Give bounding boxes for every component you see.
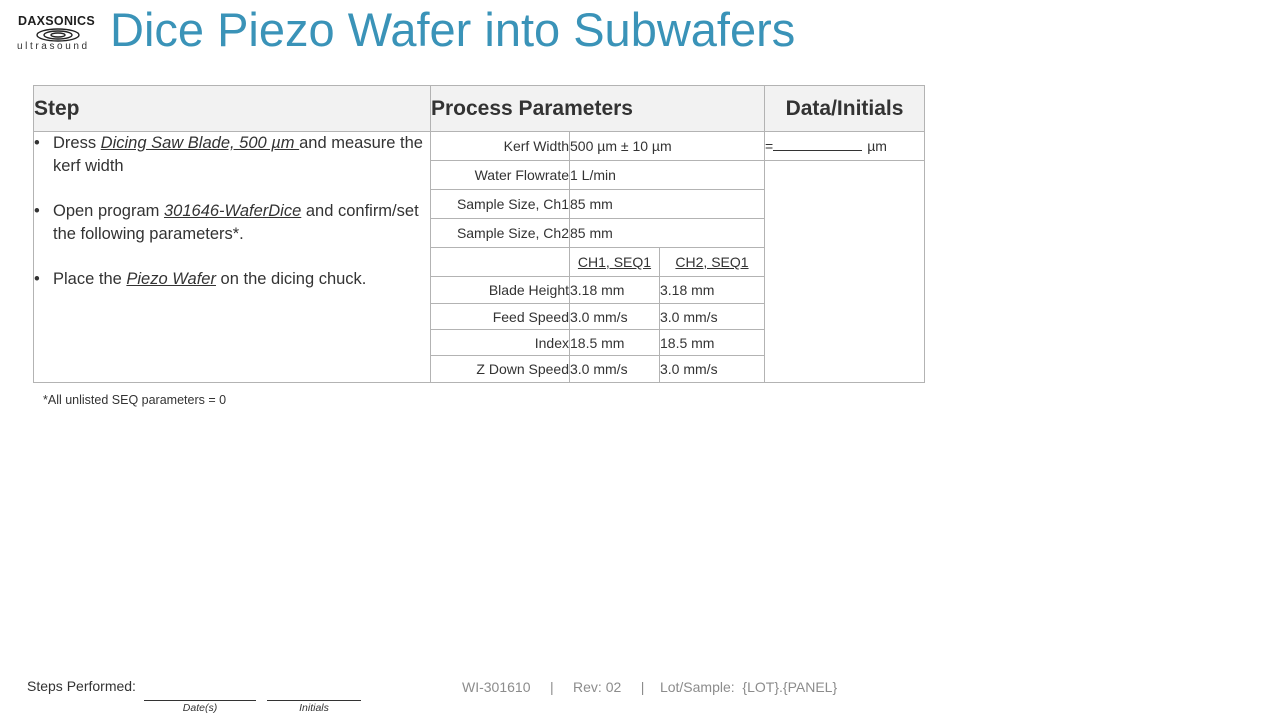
steps-cell: Dress Dicing Saw Blade, 500 µm and measu… [33, 131, 431, 383]
kerf-entry-cell[interactable]: = µm [764, 131, 925, 161]
dates-signature-line[interactable] [144, 700, 256, 701]
kerf-entry-blank[interactable] [773, 138, 863, 151]
param-label: Sample Size, Ch1 [430, 189, 570, 219]
param-label: Kerf Width [430, 131, 570, 161]
process-table: Step Process Parameters Data/Initials Dr… [33, 85, 925, 383]
initials-caption: Initials [299, 702, 329, 714]
seq-ch1-value: 18.5 mm [569, 329, 660, 356]
steps-performed-label: Steps Performed: [27, 678, 136, 694]
page-title: Dice Piezo Wafer into Subwafers [110, 3, 796, 56]
step-header: Step [33, 85, 431, 132]
list-item: Open program 301646-WaferDice and confir… [34, 200, 430, 246]
lot-sample: Lot/Sample: {LOT}.{PANEL} [659, 679, 838, 695]
seq-ch2-value: 3.18 mm [659, 276, 765, 304]
seq-ch1-value: 3.0 mm/s [569, 355, 660, 383]
seq-ch2-value: 3.0 mm/s [659, 355, 765, 383]
seq-param-label: Index [430, 329, 570, 356]
seq-ch2-value: 3.0 mm/s [659, 303, 765, 330]
revision: Rev: 02 [573, 679, 622, 695]
wafer-link: Piezo Wafer [126, 270, 216, 288]
param-value: 85 mm [569, 218, 765, 248]
doc-id: WI-301610 [462, 679, 531, 695]
step-list: Dress Dicing Saw Blade, 500 µm and measu… [34, 132, 430, 291]
footer-separator: | [640, 679, 645, 695]
logo-wordmark: DAXSONICS [18, 14, 96, 28]
seq-ch1-value: 3.0 mm/s [569, 303, 660, 330]
data-entry-cell[interactable] [764, 160, 925, 383]
seq-param-label: Z Down Speed [430, 355, 570, 383]
initials-signature-line[interactable] [267, 700, 361, 701]
param-label: Sample Size, Ch2 [430, 218, 570, 248]
document-footer: WI-301610 | Rev: 02 | Lot/Sample: {LOT}.… [462, 679, 837, 695]
seq-ch2-value: 18.5 mm [659, 329, 765, 356]
params-header: Process Parameters [430, 85, 765, 132]
ultrasound-wave-icon [36, 28, 80, 42]
seq-param-label: Feed Speed [430, 303, 570, 330]
program-link: 301646-WaferDice [163, 202, 302, 220]
footnote: *All unlisted SEQ parameters = 0 [43, 393, 227, 407]
list-item: Dress Dicing Saw Blade, 500 µm and measu… [34, 132, 430, 178]
list-item: Place the Piezo Wafer on the dicing chuc… [34, 268, 430, 291]
param-value: 500 µm ± 10 µm [569, 131, 765, 161]
param-value: 1 L/min [569, 160, 765, 190]
seq-ch1-value: 3.18 mm [569, 276, 660, 304]
blade-link: Dicing Saw Blade, 500 µm [100, 134, 300, 152]
param-value: 85 mm [569, 189, 765, 219]
seq-header-spacer [430, 247, 570, 277]
ch1-seq-header: CH1, SEQ1 [569, 247, 660, 277]
footer-separator: | [549, 679, 554, 695]
seq-param-label: Blade Height [430, 276, 570, 304]
data-header: Data/Initials [764, 85, 925, 132]
company-logo: DAXSONICS ultrasound [16, 12, 102, 52]
ch2-seq-header: CH2, SEQ1 [659, 247, 765, 277]
param-label: Water Flowrate [430, 160, 570, 190]
dates-caption: Date(s) [182, 702, 218, 714]
logo-tagline: ultrasound [17, 41, 90, 52]
